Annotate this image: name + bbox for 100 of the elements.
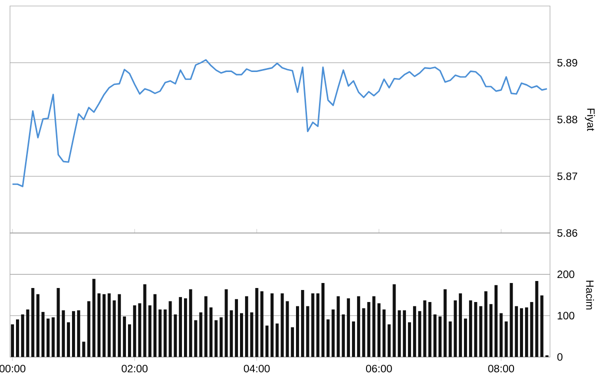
bar [479, 306, 482, 357]
x-tick-label: 00:00 [0, 364, 26, 372]
bar [158, 309, 162, 357]
bar [402, 310, 406, 357]
bar [280, 293, 284, 357]
bar [413, 306, 416, 357]
bar [489, 304, 492, 357]
bar [178, 297, 182, 357]
bar [286, 301, 289, 357]
bar [56, 288, 60, 357]
bar [336, 296, 340, 357]
bar [362, 308, 366, 357]
bar [168, 301, 172, 357]
x-tick-label: 08:00 [488, 364, 514, 372]
bar [250, 312, 254, 357]
y-tick-label: 0 [557, 353, 562, 361]
bar [52, 317, 55, 357]
bar [97, 293, 101, 357]
bar [520, 308, 524, 357]
bar [484, 291, 488, 357]
bar [164, 309, 167, 357]
bar [194, 320, 198, 357]
y-tick-label: 100 [558, 312, 574, 320]
bar [265, 326, 269, 357]
bar [433, 314, 436, 357]
bar [46, 318, 50, 357]
bar [332, 309, 335, 357]
bar [92, 278, 96, 357]
bar [245, 296, 248, 357]
bar [357, 296, 360, 357]
bar [240, 313, 244, 357]
bar [464, 318, 468, 357]
bar [398, 310, 401, 357]
bar [102, 294, 106, 357]
bar [326, 319, 330, 357]
bar [199, 312, 202, 357]
bar [423, 300, 426, 357]
bar [128, 324, 132, 357]
bar [510, 283, 513, 357]
x-tick-label: 04:00 [244, 364, 270, 372]
bar [148, 305, 152, 357]
bar [112, 300, 116, 357]
bar [311, 293, 314, 357]
bar [26, 309, 30, 357]
bar [184, 298, 188, 357]
bar [535, 280, 538, 357]
bar [372, 296, 376, 357]
y-tick-label: 200 [557, 270, 574, 278]
bar [72, 311, 76, 357]
bar [352, 321, 356, 357]
bar [153, 294, 157, 357]
y-tick-label: 5.88 [557, 116, 578, 124]
bar [138, 303, 142, 357]
bar [346, 298, 350, 357]
bar [500, 313, 503, 357]
bar [133, 305, 136, 357]
bar [220, 317, 223, 357]
bar [392, 284, 396, 357]
bar [454, 300, 457, 357]
bar [388, 324, 391, 357]
x-tick-label: 02:00 [122, 364, 148, 372]
bar [21, 314, 24, 357]
bar [525, 307, 528, 357]
bar [382, 309, 386, 357]
bar [143, 284, 146, 357]
bar [428, 302, 432, 357]
bar [276, 324, 279, 357]
bar [342, 314, 345, 357]
bar [214, 320, 218, 357]
bar [540, 295, 544, 357]
bar [31, 288, 34, 357]
bar [448, 321, 452, 357]
bar [204, 296, 208, 357]
bar [377, 303, 380, 357]
bar [296, 306, 300, 357]
bar [174, 314, 177, 357]
bar [474, 302, 478, 357]
bar [270, 293, 274, 357]
x-tick-label: 06:00 [366, 364, 392, 372]
bar [62, 310, 65, 357]
bar [87, 301, 90, 357]
bar [122, 316, 126, 357]
bar [16, 319, 20, 357]
y-tick-label: 5.86 [557, 229, 578, 237]
bar [367, 302, 370, 357]
bar [66, 322, 70, 357]
bar [290, 327, 294, 357]
bar [306, 306, 310, 357]
bar [514, 306, 518, 357]
bar [230, 310, 233, 357]
bar [458, 293, 462, 357]
bar [418, 311, 422, 357]
bar [469, 300, 472, 357]
y-axis-title: Hacim [586, 280, 594, 310]
bar [530, 302, 534, 357]
bar [108, 293, 111, 357]
bar [118, 294, 121, 357]
bar [224, 289, 228, 357]
bar [77, 310, 80, 357]
bar [255, 288, 258, 357]
